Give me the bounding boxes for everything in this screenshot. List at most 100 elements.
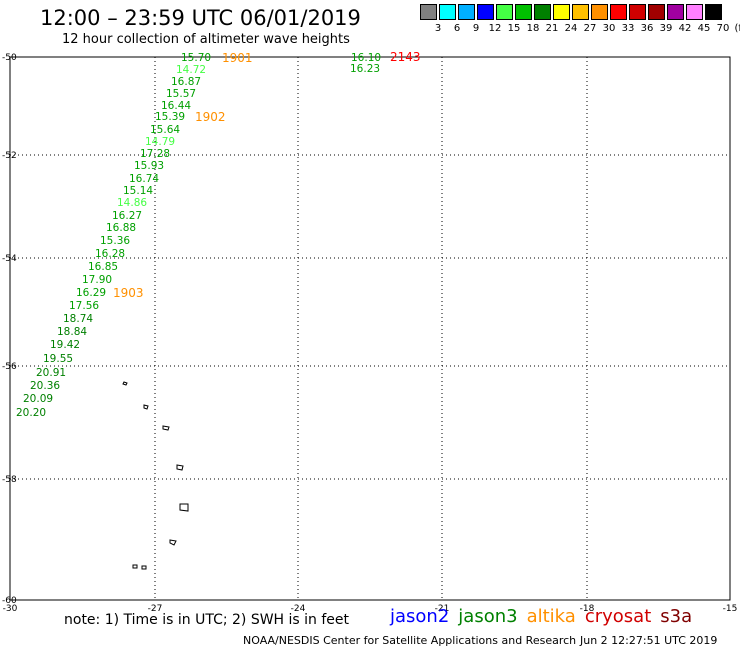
legend-level: 18 xyxy=(526,23,540,34)
island-outline xyxy=(169,539,177,546)
swh-reading: 16.23 xyxy=(350,63,380,75)
island-outline xyxy=(179,503,189,512)
satellite-label-cryosat: cryosat xyxy=(584,606,652,627)
legend-swatch xyxy=(648,4,665,20)
swh-reading: 15.93 xyxy=(134,160,164,172)
swh-reading: 15.36 xyxy=(100,235,130,247)
legend-swatch xyxy=(686,4,703,20)
legend-swatch xyxy=(420,4,437,20)
swh-reading: 14.86 xyxy=(117,197,147,209)
legend-level: 45 xyxy=(697,23,711,34)
island-outline xyxy=(162,425,170,431)
longitude-label: -30 xyxy=(3,604,18,614)
swh-reading: 15.39 xyxy=(155,111,185,123)
legend-level: 30 xyxy=(602,23,616,34)
latitude-label: -56 xyxy=(2,362,17,372)
island-outlines xyxy=(122,381,189,570)
swh-reading: 14.72 xyxy=(176,64,206,76)
swh-reading: 15.14 xyxy=(123,185,153,197)
legend-level: (ft) xyxy=(734,23,740,34)
swh-reading: 16.10 xyxy=(351,52,381,64)
legend-level: 15 xyxy=(507,23,521,34)
longitude-labels: -30 -27 -24 -21 -18 -15 xyxy=(3,604,738,614)
legend-swatch xyxy=(458,4,475,20)
legend-swatch xyxy=(591,4,608,20)
time-marker: 1902 xyxy=(195,110,226,124)
swh-reading: 16.29 xyxy=(76,287,106,299)
legend-swatch xyxy=(629,4,646,20)
lat-lon-grid xyxy=(10,57,730,600)
swh-reading: 18.74 xyxy=(63,313,93,325)
legend-level: 39 xyxy=(659,23,673,34)
longitude-label: -24 xyxy=(291,604,306,614)
swh-reading: 19.42 xyxy=(50,339,80,351)
legend-level: 12 xyxy=(488,23,502,34)
time-marker: 1901 xyxy=(222,51,253,65)
legend-swatch xyxy=(477,4,494,20)
legend-level: 33 xyxy=(621,23,635,34)
map-frame xyxy=(9,56,731,601)
swh-reading: 16.44 xyxy=(161,100,191,112)
swh-reading: 20.09 xyxy=(23,393,53,405)
legend-level: 3 xyxy=(434,23,442,34)
map-title: 12:00 – 23:59 UTC 06/01/2019 xyxy=(40,6,361,30)
swh-reading: 16.27 xyxy=(112,210,142,222)
latitude-label: -54 xyxy=(2,254,17,264)
latitude-label: -50 xyxy=(2,53,17,63)
footer-note: note: 1) Time is in UTC; 2) SWH is in fe… xyxy=(64,612,350,628)
satellite-label-jason3: jason3 xyxy=(458,606,518,627)
swh-reading: 20.36 xyxy=(30,380,60,392)
latitude-label: -58 xyxy=(2,475,17,485)
swh-reading: 16.87 xyxy=(171,76,201,88)
time-marker: 2143 xyxy=(390,50,421,64)
legend-swatch xyxy=(572,4,589,20)
legend-swatch xyxy=(515,4,532,20)
island-outline xyxy=(143,404,149,410)
swh-readings: 15.7014.7216.8715.5716.4415.3915.6414.79… xyxy=(16,52,381,419)
swh-reading: 16.74 xyxy=(129,173,159,185)
island-outline xyxy=(176,464,184,471)
satellite-label-s3a: s3a xyxy=(660,606,693,627)
swh-reading: 20.91 xyxy=(36,367,66,379)
swh-reading: 20.20 xyxy=(16,407,46,419)
legend-swatch xyxy=(705,4,722,20)
island-outline xyxy=(132,564,147,570)
swh-reading: 17.56 xyxy=(69,300,99,312)
time-marker: 1903 xyxy=(113,286,144,300)
swh-reading: 16.28 xyxy=(95,248,125,260)
legend-swatch xyxy=(667,4,684,20)
legend-swatch xyxy=(496,4,513,20)
swh-reading: 15.57 xyxy=(166,88,196,100)
swh-reading: 18.84 xyxy=(57,326,87,338)
legend-level: 21 xyxy=(545,23,559,34)
footer-credit: NOAA/NESDIS Center for Satellite Applica… xyxy=(243,634,577,647)
legend-level: 9 xyxy=(472,23,480,34)
swh-reading: 16.85 xyxy=(88,261,118,273)
swh-reading: 17.90 xyxy=(82,274,112,286)
legend-level: 27 xyxy=(583,23,597,34)
swh-reading: 14.79 xyxy=(145,136,175,148)
legend-swatch xyxy=(439,4,456,20)
swh-reading: 15.64 xyxy=(150,124,180,136)
legend-swatch xyxy=(610,4,627,20)
swh-reading: 19.55 xyxy=(43,353,73,365)
longitude-label: -18 xyxy=(580,604,595,614)
legend-level: 70 xyxy=(716,23,730,34)
island-outline xyxy=(122,381,128,386)
legend-level: 24 xyxy=(564,23,578,34)
satellite-label-altika: altika xyxy=(526,606,576,627)
longitude-label: -15 xyxy=(723,604,738,614)
latitude-label: -60 xyxy=(2,596,17,606)
footer-timestamp: Jun 2 12:27:51 UTC 2019 xyxy=(580,634,718,647)
legend-level: 42 xyxy=(678,23,692,34)
legend-level: 36 xyxy=(640,23,654,34)
swh-reading: 16.88 xyxy=(106,222,136,234)
legend-swatch xyxy=(553,4,570,20)
swh-reading: 15.70 xyxy=(181,52,211,64)
longitude-label: -27 xyxy=(148,604,163,614)
legend-swatch xyxy=(534,4,551,20)
latitude-label: -52 xyxy=(2,151,17,161)
map-subtitle: 12 hour collection of altimeter wave hei… xyxy=(62,32,350,47)
legend-level: 6 xyxy=(453,23,461,34)
